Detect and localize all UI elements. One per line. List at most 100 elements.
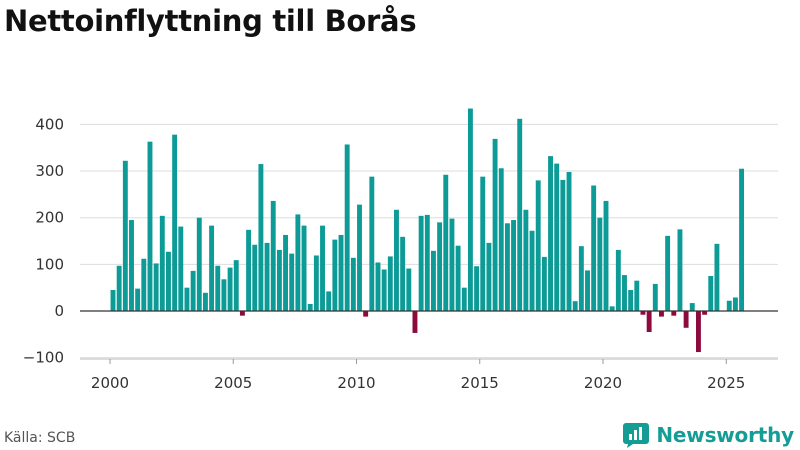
bar — [141, 258, 147, 311]
bar — [283, 234, 288, 311]
bar — [461, 287, 467, 311]
brand-name: Newsworthy — [656, 423, 794, 447]
bar — [110, 290, 116, 311]
x-tick-label: 2020 — [584, 374, 622, 392]
bar — [344, 144, 350, 311]
bar — [708, 276, 714, 311]
bar — [517, 118, 523, 311]
x-tick-label: 2010 — [337, 374, 375, 392]
bar — [646, 311, 652, 332]
bar — [172, 134, 178, 311]
bar — [455, 245, 461, 311]
bar — [467, 108, 473, 311]
bar — [178, 226, 184, 311]
bar — [443, 174, 449, 311]
source-note: Källa: SCB — [4, 430, 76, 446]
bar — [554, 163, 560, 311]
bar — [560, 179, 566, 311]
bar — [609, 306, 615, 311]
bar — [239, 311, 245, 316]
bar — [486, 242, 492, 311]
bar — [603, 200, 609, 311]
bar — [695, 311, 701, 353]
bar — [135, 288, 141, 311]
bar — [289, 253, 295, 311]
bar — [326, 291, 332, 311]
bar — [572, 301, 578, 311]
bar — [215, 265, 221, 311]
x-tick-label: 2005 — [214, 374, 252, 392]
y-tick-label: 300 — [35, 162, 64, 180]
bar — [702, 311, 708, 315]
bar — [252, 244, 258, 311]
bar — [474, 266, 480, 311]
bar — [258, 164, 264, 311]
bar — [585, 270, 590, 311]
bar — [566, 171, 572, 311]
bar — [529, 230, 535, 311]
bar — [535, 180, 541, 311]
x-tick-label: 2025 — [707, 374, 745, 392]
bar — [714, 243, 720, 311]
bar — [350, 257, 356, 311]
bar — [387, 256, 393, 311]
bar — [276, 249, 282, 311]
bar — [739, 168, 745, 311]
bar — [400, 236, 406, 311]
bar — [307, 304, 313, 311]
bar — [498, 168, 504, 311]
bar — [394, 209, 399, 311]
bar — [640, 311, 646, 315]
bar — [424, 214, 430, 311]
bar — [221, 279, 227, 311]
bar — [375, 262, 381, 311]
brand-logo: Newsworthy — [622, 421, 794, 449]
bar — [511, 220, 517, 311]
bar — [233, 260, 239, 311]
bar — [548, 156, 553, 311]
bar — [431, 250, 436, 311]
bar — [184, 287, 190, 311]
bar — [295, 214, 301, 311]
bar — [683, 311, 689, 328]
bar — [332, 239, 338, 311]
bar — [622, 275, 627, 311]
bar — [153, 263, 159, 311]
bar — [492, 138, 498, 311]
x-tick-label: 2015 — [461, 374, 499, 392]
bar — [449, 218, 455, 311]
bar — [313, 255, 319, 311]
bar — [591, 185, 597, 311]
chart-title: Nettoinflyttning till Borås — [4, 4, 417, 38]
bar — [338, 234, 344, 311]
bar — [196, 217, 202, 311]
bar — [677, 229, 683, 311]
y-tick-label: 0 — [54, 302, 64, 320]
bar-chart-logo-icon — [623, 423, 650, 448]
y-tick-label: 400 — [35, 115, 64, 133]
bar — [665, 235, 671, 311]
bar — [147, 141, 153, 311]
bar — [227, 267, 233, 311]
bar — [726, 300, 732, 311]
bar — [122, 160, 128, 311]
bar — [597, 217, 603, 311]
bar — [116, 265, 122, 311]
bar — [732, 297, 738, 311]
bar — [270, 200, 276, 311]
bar — [437, 222, 443, 311]
bar — [504, 223, 510, 311]
bar — [418, 215, 424, 311]
bar — [659, 311, 664, 317]
bar — [628, 290, 634, 311]
bar — [363, 311, 369, 317]
bar — [541, 256, 547, 311]
bar — [615, 249, 621, 311]
y-tick-label: 200 — [35, 209, 64, 227]
x-tick-label: 2000 — [91, 374, 129, 392]
bar — [320, 225, 325, 311]
bar — [578, 246, 584, 311]
bar — [480, 176, 486, 311]
bar — [671, 311, 677, 316]
